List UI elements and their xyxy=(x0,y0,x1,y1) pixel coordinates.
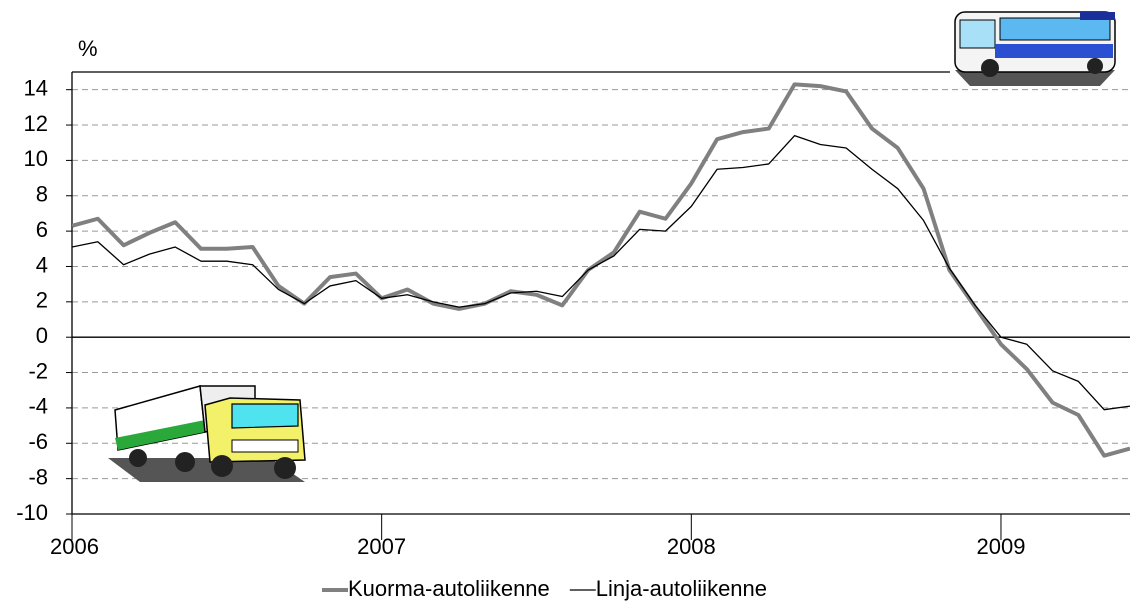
y-tick-label: -2 xyxy=(28,358,48,383)
series-line xyxy=(72,136,1130,410)
y-tick-label: 6 xyxy=(36,217,48,242)
truck-illustration xyxy=(108,386,305,482)
y-tick-label: 2 xyxy=(36,288,48,313)
y-tick-label: -6 xyxy=(28,429,48,454)
y-axis-label: % xyxy=(78,36,98,61)
chart: % Kuorma-autoliikenneLinja-autoliikenne … xyxy=(0,0,1130,606)
y-tick-label: 14 xyxy=(24,75,48,100)
y-tick-label: 10 xyxy=(24,146,48,171)
y-tick-label: 8 xyxy=(36,182,48,207)
y-tick-label: -4 xyxy=(28,394,48,419)
x-tick-label: 2009 xyxy=(976,534,1025,559)
y-tick-label: 4 xyxy=(36,252,48,277)
legend: Kuorma-autoliikenne Linja-autoliikenne xyxy=(322,576,767,601)
y-tick-label: 0 xyxy=(36,323,48,348)
y-tick-label: -10 xyxy=(16,500,48,525)
legend-label: Kuorma-autoliikenne xyxy=(348,576,550,601)
x-tick-label: 2008 xyxy=(667,534,716,559)
x-tick-label: 2006 xyxy=(50,534,99,559)
y-tick-label: -8 xyxy=(28,464,48,489)
x-tick-label: 2007 xyxy=(357,534,406,559)
bus-illustration xyxy=(955,12,1115,86)
y-tick-label: 12 xyxy=(24,111,48,136)
legend-label: Linja-autoliikenne xyxy=(596,576,767,601)
